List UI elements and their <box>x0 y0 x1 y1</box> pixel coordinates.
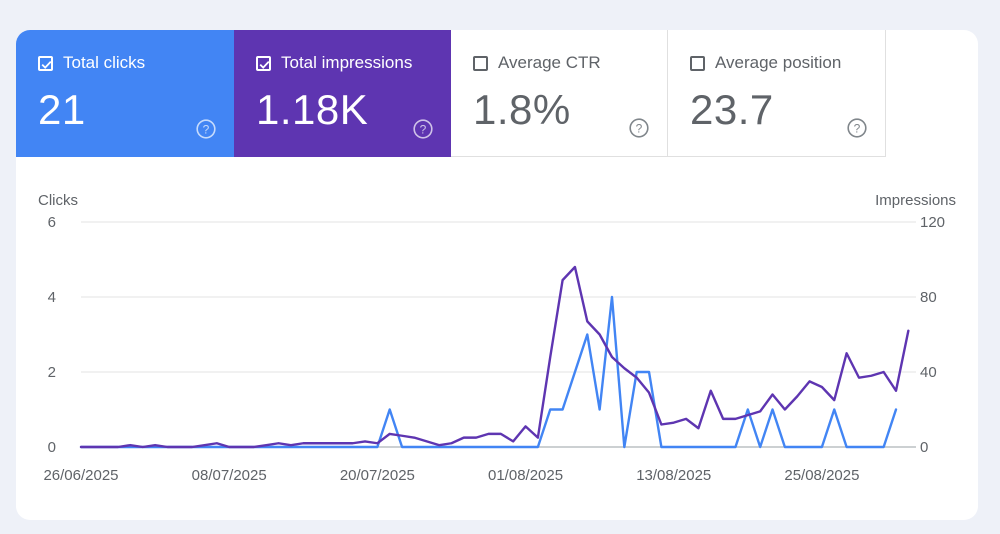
total-impressions-checkbox[interactable] <box>256 55 271 71</box>
performance-card: Total clicks 21 ? Total impressions 1.18… <box>16 30 978 520</box>
right-tick-label: 40 <box>920 364 937 381</box>
average-position-tile[interactable]: Average position 23.7 ? <box>668 30 886 157</box>
x-tick-label: 01/08/2025 <box>488 467 563 484</box>
total-clicks-tile[interactable]: Total clicks 21 ? <box>16 30 234 157</box>
average-position-value: 23.7 <box>690 86 774 133</box>
average-ctr-tile[interactable]: Average CTR 1.8% ? <box>451 30 668 157</box>
left-tick-label: 2 <box>48 364 56 381</box>
right-tick-label: 120 <box>920 214 945 231</box>
left-tick-label: 6 <box>48 214 56 231</box>
total-impressions-label: Total impressions <box>281 53 413 72</box>
performance-chart: Clicks Impressions 0 2 4 6 0 40 80 120 26/06/2025 0… <box>38 192 956 484</box>
svg-text:?: ? <box>854 121 861 135</box>
average-ctr-label: Average CTR <box>498 53 601 72</box>
total-impressions-value: 1.18K <box>256 86 369 133</box>
help-icon[interactable]: ? <box>847 118 867 138</box>
average-position-label: Average position <box>715 53 842 72</box>
left-tick-label: 4 <box>48 289 56 306</box>
x-tick-label: 26/06/2025 <box>43 467 118 484</box>
total-clicks-value: 21 <box>38 86 86 133</box>
average-ctr-value: 1.8% <box>473 86 571 133</box>
metric-tiles: Total clicks 21 ? Total impressions 1.18… <box>16 30 886 157</box>
right-tick-label: 0 <box>920 439 928 456</box>
x-tick-label: 13/08/2025 <box>636 467 711 484</box>
total-impressions-tile[interactable]: Total impressions 1.18K ? <box>234 30 451 157</box>
svg-text:?: ? <box>420 122 427 136</box>
check-icon <box>41 60 52 69</box>
left-tick-label: 0 <box>48 439 56 456</box>
help-icon[interactable]: ? <box>413 119 433 139</box>
x-tick-label: 08/07/2025 <box>192 467 267 484</box>
help-icon[interactable]: ? <box>196 119 216 139</box>
svg-text:?: ? <box>203 122 210 136</box>
svg-text:?: ? <box>636 121 643 135</box>
total-clicks-checkbox[interactable] <box>38 55 53 71</box>
impressions-series-line <box>79 265 910 449</box>
total-clicks-label: Total clicks <box>63 53 146 72</box>
average-position-checkbox[interactable] <box>690 55 705 71</box>
x-tick-label: 20/07/2025 <box>340 467 415 484</box>
help-icon[interactable]: ? <box>629 118 649 138</box>
check-icon <box>259 60 270 69</box>
right-axis-title: Impressions <box>875 192 956 209</box>
left-axis-title: Clicks <box>38 192 78 209</box>
right-tick-label: 80 <box>920 289 937 306</box>
x-tick-label: 25/08/2025 <box>784 467 859 484</box>
average-ctr-checkbox[interactable] <box>473 55 488 71</box>
clicks-series-line <box>79 295 898 449</box>
